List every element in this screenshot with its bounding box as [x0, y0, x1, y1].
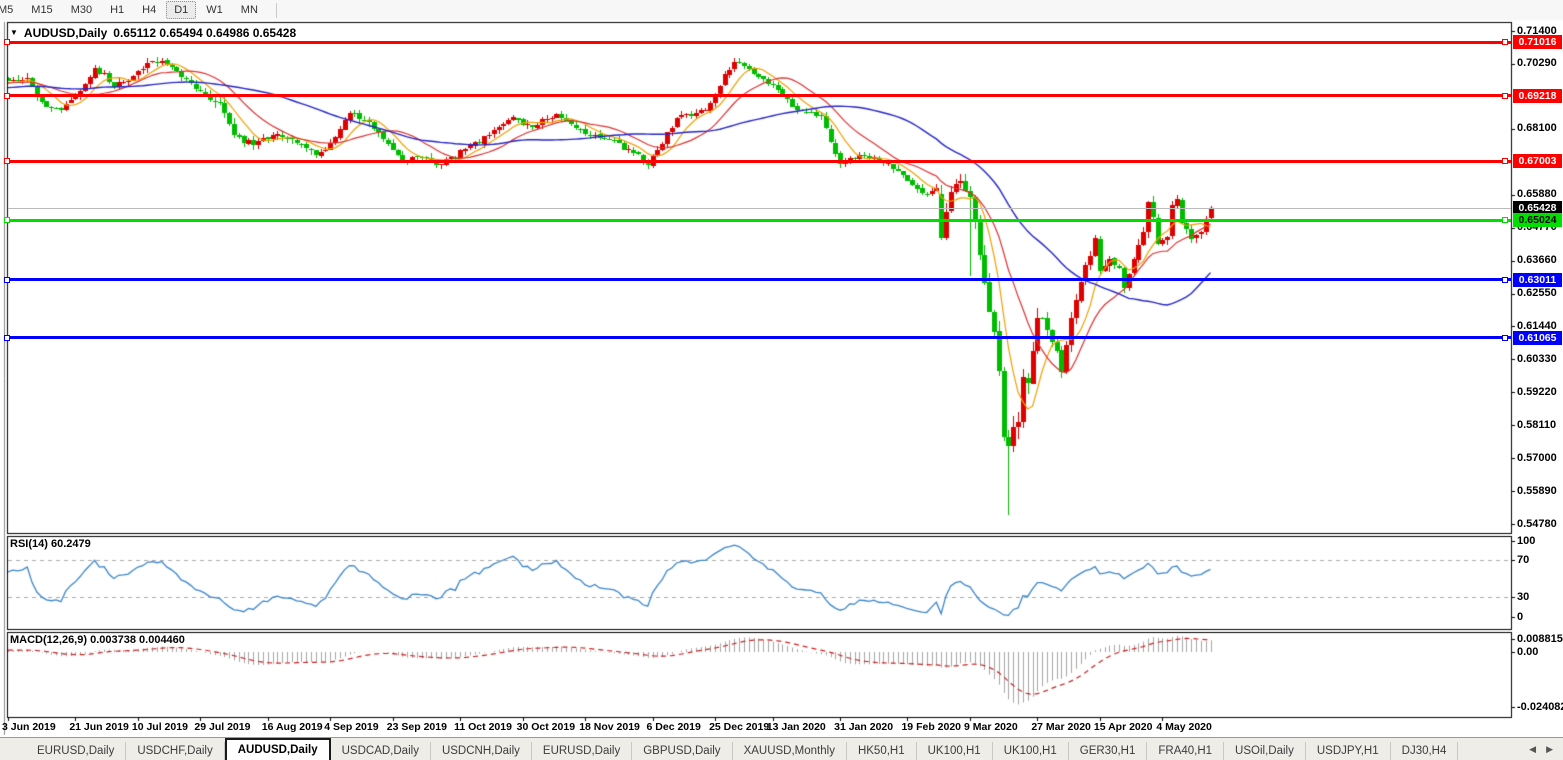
chart-tab-audusd-daily[interactable]: AUDUSD,Daily — [224, 738, 331, 760]
chart-tab-ger30-h1[interactable]: GER30,H1 — [1069, 742, 1148, 760]
chart-tab-eurusd-daily[interactable]: EURUSD,Daily — [26, 742, 127, 760]
chart-tab-fra40-h1[interactable]: FRA40,H1 — [1147, 742, 1225, 760]
chart-tab-hk50-h1[interactable]: HK50,H1 — [847, 742, 917, 760]
chart-tab-eurusd-daily[interactable]: EURUSD,Daily — [532, 742, 633, 760]
chart-tab-usdcad-daily[interactable]: USDCAD,Daily — [331, 742, 431, 760]
chart-tab-bar: EURUSD,Daily USDCHF,Daily AUDUSD,Daily USDC… — [0, 737, 1563, 760]
chart-tab-gbpusd-daily[interactable]: GBPUSD,Daily — [632, 742, 733, 760]
chart-tab-usdcnh-daily[interactable]: USDCNH,Daily — [431, 742, 532, 760]
chart-tab-uk100-h1[interactable]: UK100,H1 — [917, 742, 993, 760]
chart-tab-usdjpy-h1[interactable]: USDJPY,H1 — [1306, 742, 1391, 760]
tab-scroll-left-icon[interactable]: ◀ — [1529, 744, 1537, 754]
chart-tab-usdchf-daily[interactable]: USDCHF,Daily — [126, 742, 225, 760]
chart-tab-usoil-daily[interactable]: USOil,Daily — [1224, 742, 1306, 760]
chart-tab-uk100-h1[interactable]: UK100,H1 — [993, 742, 1069, 760]
chart-tab-xauusd-monthly[interactable]: XAUUSD,Monthly — [733, 742, 847, 760]
chart-tab-dj30-h4[interactable]: DJ30,H4 — [1391, 742, 1459, 760]
tab-scroll-arrows: ◀ ▶ — [1529, 744, 1553, 755]
tab-scroll-right-icon[interactable]: ▶ — [1546, 744, 1553, 754]
